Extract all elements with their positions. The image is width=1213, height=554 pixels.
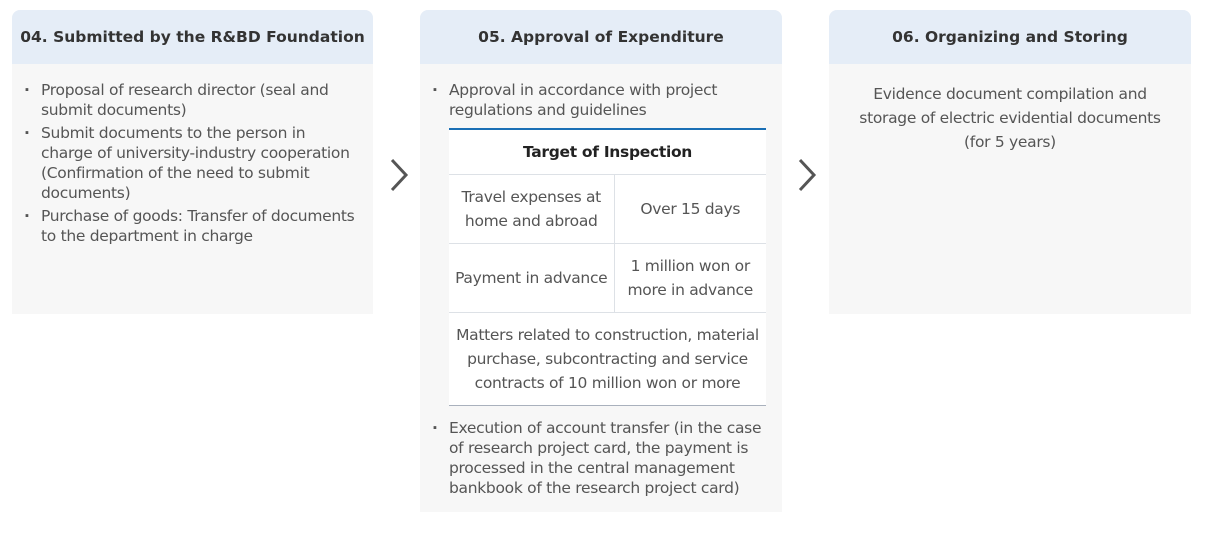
table-row: Matters related to construction, materia… (449, 311, 766, 405)
table-row: Payment in advance 1 million won or more … (449, 242, 766, 312)
step-title: 06. Organizing and Storing (829, 10, 1191, 64)
step-note: (for 5 years) (964, 133, 1056, 151)
table-cell: Over 15 days (614, 173, 766, 243)
inspection-table: Target of Inspection Travel expenses at … (449, 128, 766, 406)
table-header: Target of Inspection (522, 142, 693, 161)
list-item: Approval in accordance with project regu… (432, 80, 770, 120)
table-cell: Travel expenses at home and abroad (449, 173, 615, 243)
table-cell: Payment in advance (449, 242, 615, 312)
step-description: Evidence document compilation and storag… (859, 85, 1161, 127)
chevron-right-icon (798, 158, 817, 192)
step-title: 04. Submitted by the R&BD Foundation (12, 10, 373, 64)
list-item: Submit documents to the person in charge… (24, 123, 359, 203)
step-card-05: 05. Approval of Expenditure Approval in … (420, 10, 782, 512)
chevron-right-icon (390, 158, 409, 192)
table-cell: 1 million won or more in advance (614, 242, 766, 312)
list-item: Execution of account transfer (in the ca… (432, 418, 762, 498)
list-item: Proposal of research director (seal and … (24, 80, 359, 120)
step-card-04: 04. Submitted by the R&BD Foundation Pro… (12, 10, 373, 314)
step-title: 05. Approval of Expenditure (420, 10, 782, 64)
list-item: Purchase of goods: Transfer of documents… (24, 206, 359, 246)
step-card-06: 06. Organizing and Storing Evidence docu… (829, 10, 1191, 314)
table-cell: Matters related to construction, materia… (449, 311, 766, 405)
table-row: Travel expenses at home and abroad Over 1… (449, 173, 766, 243)
